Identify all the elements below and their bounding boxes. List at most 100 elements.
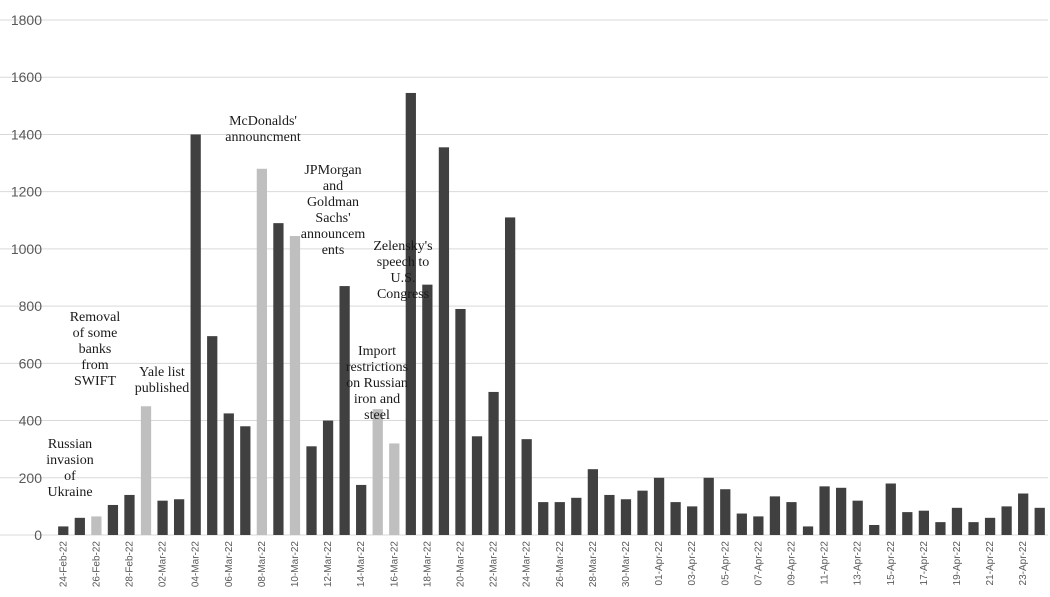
x-tick-label: 15-Apr-22 <box>886 541 897 586</box>
annotation-line: Russian <box>48 437 92 452</box>
annotation-line: McDonalds' <box>229 114 297 129</box>
bar <box>653 477 665 535</box>
bar <box>571 497 582 535</box>
bar <box>604 494 615 535</box>
bar <box>289 236 301 535</box>
x-tick-label: 30-Mar-22 <box>621 541 632 588</box>
annotation-line: JPMorgan <box>304 163 361 178</box>
bar <box>753 516 764 535</box>
x-tick-label: 02-Mar-22 <box>158 541 169 588</box>
bar <box>306 446 317 535</box>
bar <box>869 524 880 535</box>
bars <box>58 92 1045 536</box>
bar <box>554 502 565 535</box>
x-tick-label: 10-Mar-22 <box>290 541 301 588</box>
x-tick-label: 28-Feb-22 <box>124 541 135 588</box>
annotation-line: ents <box>322 243 345 258</box>
y-axis-ticks: 0 200 400 600 800 1000 1200 1400 1600 1800 <box>11 12 42 543</box>
annotation-line: U.S. <box>391 271 416 286</box>
annotation-line: Congress <box>377 287 429 302</box>
bar <box>670 502 681 535</box>
x-tick-label: 05-Apr-22 <box>720 541 731 586</box>
bar <box>422 284 433 535</box>
bar <box>902 512 913 535</box>
bar <box>852 500 863 535</box>
bar <box>687 506 698 535</box>
bar <box>521 439 532 535</box>
y-tick-label: 800 <box>19 298 43 314</box>
y-tick-label: 200 <box>19 470 43 486</box>
bar <box>322 420 334 535</box>
annotation-line: Removal <box>70 310 121 325</box>
bar <box>835 487 847 535</box>
bar <box>918 510 929 535</box>
bar <box>637 490 648 535</box>
x-tick-label: 09-Apr-22 <box>786 541 797 586</box>
x-tick-label: 17-Apr-22 <box>919 541 930 586</box>
bar <box>157 500 168 535</box>
annotation: McDonalds'announcment <box>225 114 301 145</box>
annotation-line: speech to <box>377 255 429 270</box>
annotation-line: iron and <box>354 392 400 407</box>
bar <box>240 426 251 535</box>
annotation-line: Import <box>358 344 396 359</box>
bar <box>703 477 714 535</box>
x-tick-label: 06-Mar-22 <box>224 541 235 588</box>
annotation-line: SWIFT <box>74 374 116 389</box>
annotation-line: Zelensky's <box>373 239 432 254</box>
bar <box>256 168 267 535</box>
annotation-line: of some <box>73 326 118 341</box>
annotation-line: banks <box>79 342 112 357</box>
annotation-line: restrictions <box>346 360 408 375</box>
x-tick-label: 08-Mar-22 <box>257 541 268 588</box>
y-tick-label: 1000 <box>11 241 42 257</box>
bar <box>273 223 284 535</box>
y-tick-label: 1800 <box>11 12 42 28</box>
bar <box>389 443 400 535</box>
bar <box>74 517 85 535</box>
annotation-line: of <box>64 469 76 484</box>
annotation-line: and <box>323 179 343 194</box>
bar <box>968 522 979 536</box>
annotation-line: on Russian <box>346 376 408 391</box>
x-tick-label: 13-Apr-22 <box>853 541 864 586</box>
x-tick-label: 11-Apr-22 <box>820 541 831 585</box>
bar <box>1001 506 1012 535</box>
y-tick-label: 1400 <box>11 126 42 142</box>
x-tick-label: 20-Mar-22 <box>455 541 466 588</box>
y-tick-label: 1600 <box>11 69 42 85</box>
bar <box>984 517 996 535</box>
bar <box>802 526 814 535</box>
bar <box>173 499 185 535</box>
gridlines <box>0 19 1048 536</box>
bar <box>935 522 946 536</box>
bar <box>1034 507 1045 535</box>
x-tick-label: 24-Feb-22 <box>58 541 69 588</box>
bar <box>786 502 797 535</box>
bar <box>190 134 201 535</box>
annotation-line: Ukraine <box>47 485 92 500</box>
annotation-line: steel <box>364 408 390 423</box>
bar <box>140 406 152 535</box>
x-tick-label: 28-Mar-22 <box>588 541 599 588</box>
x-tick-label: 23-Apr-22 <box>1018 541 1029 586</box>
bar <box>885 483 896 535</box>
bar <box>720 489 731 535</box>
x-tick-label: 16-Mar-22 <box>389 541 400 588</box>
bar <box>223 413 234 535</box>
bar <box>405 92 416 536</box>
x-tick-label: 07-Apr-22 <box>753 541 764 586</box>
x-tick-label: 26-Mar-22 <box>555 541 566 588</box>
annotation-line: invasion <box>46 453 93 468</box>
bar <box>620 499 632 535</box>
bar <box>587 469 598 535</box>
x-tick-label: 18-Mar-22 <box>422 541 433 588</box>
annotation-line: Goldman <box>307 195 359 210</box>
x-tick-label: 04-Mar-22 <box>191 541 202 588</box>
